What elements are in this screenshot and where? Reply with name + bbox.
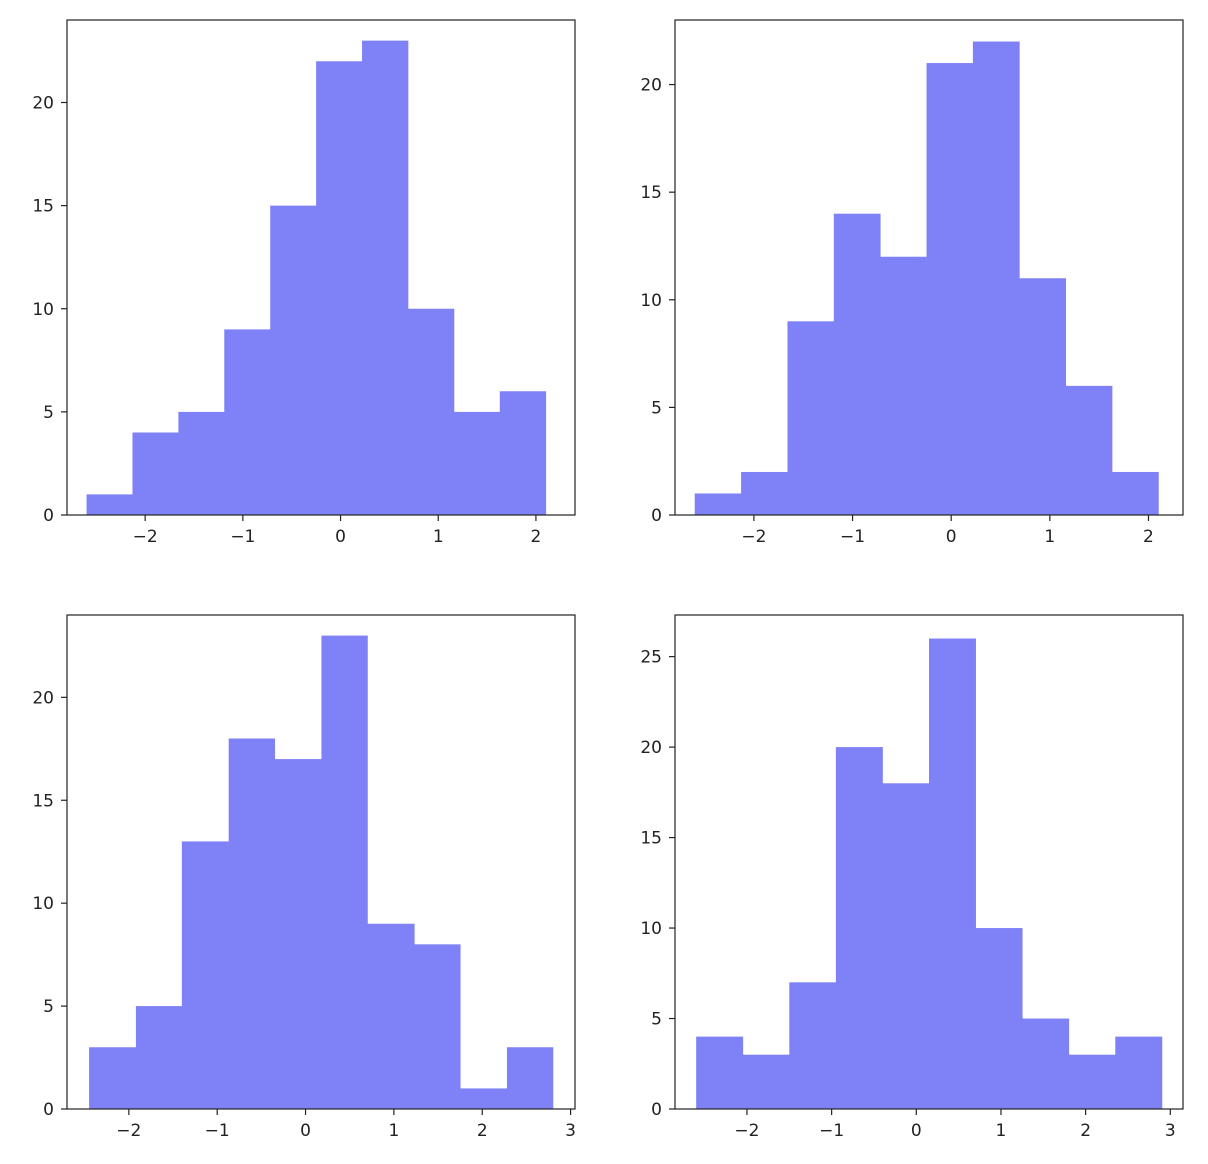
y-tick-label: 15 [32,197,54,217]
y-tick-label: 0 [43,506,54,526]
y-tick-label: 0 [651,506,662,526]
histogram-bar [1019,278,1067,515]
x-tick-label: 2 [531,527,542,547]
x-tick-label: 3 [565,1121,576,1141]
x-tick-label: 2 [1143,527,1154,547]
x-tick-label: 1 [433,527,444,547]
histogram-bar [1111,471,1159,515]
histogram-bar [787,321,835,515]
y-tick-label: 10 [32,300,54,320]
y-tick-label: 15 [640,183,662,203]
histogram-bar [506,1047,554,1109]
histogram-bar [132,432,179,515]
histogram-bar [499,391,547,515]
x-tick-label: 3 [1165,1121,1176,1141]
y-tick-label: 20 [640,76,662,96]
histogram-panel-3: −2 −1 0 1 2 3 0 5 10 15 20 [32,614,576,1141]
histogram-bar [880,256,927,515]
x-tick-label: −2 [734,1121,759,1141]
histogram-bar [741,471,788,515]
histogram-bar [460,1088,508,1109]
histogram-bar [270,205,317,516]
x-tick-label: −1 [819,1121,844,1141]
histogram-bar [882,783,930,1109]
histogram-bar [362,40,409,516]
x-tick-label: −1 [205,1121,230,1141]
x-tick-label: 1 [1044,527,1055,547]
histogram-bar [742,1054,790,1109]
y-tick-label: 5 [651,1010,662,1030]
histogram-bar [926,63,974,515]
histogram-bar [407,308,455,515]
histogram-bar [274,759,322,1109]
x-tick-label: −1 [840,527,865,547]
y-tick-label: 5 [43,997,54,1017]
y-tick-label: 5 [651,398,662,418]
histogram-bar [453,411,501,516]
y-tick-label: 25 [640,648,662,668]
x-tick-label: 0 [335,527,346,547]
histogram-bar [228,738,276,1109]
histogram-bar [696,1036,744,1109]
histogram-bar [178,411,225,516]
histogram-bar [321,635,368,1109]
histogram-bar [316,61,363,515]
histogram-bar [1065,385,1113,515]
y-tick-label: 15 [640,829,662,849]
histogram-bar [367,923,415,1109]
x-tick-label: 1 [388,1121,399,1141]
x-tick-label: 1 [996,1121,1007,1141]
histogram-bar [789,982,837,1109]
histogram-bar [694,493,742,515]
y-tick-label: 10 [32,894,54,914]
x-tick-label: −2 [133,527,158,547]
x-tick-label: −1 [230,527,255,547]
histogram-bar [972,41,1020,516]
histogram-bar [833,213,881,515]
axes-frame [66,19,576,516]
y-tick-label: 20 [640,738,662,758]
histogram-bar [1115,1036,1163,1109]
y-tick-label: 10 [640,919,662,939]
y-tick-label: 20 [32,688,54,708]
axes-frame [674,614,1184,1110]
y-tick-label: 20 [32,94,54,114]
axes-frame [66,614,576,1110]
x-tick-label: 2 [477,1121,488,1141]
x-tick-label: 0 [946,527,957,547]
histogram-panel-4: −2 −1 0 1 2 3 0 5 10 15 20 25 [640,614,1184,1141]
y-tick-label: 5 [43,403,54,423]
histogram-bar [135,1006,183,1109]
histogram-bar [89,1047,137,1109]
x-tick-label: 0 [300,1121,311,1141]
x-tick-label: −2 [741,527,766,547]
x-tick-label: −2 [116,1121,141,1141]
histogram-bar [835,747,883,1109]
y-tick-label: 0 [651,1100,662,1120]
y-tick-label: 10 [640,291,662,311]
histogram-bar [86,494,133,516]
histogram-bar [414,944,461,1109]
histogram-bar [181,841,230,1109]
x-tick-label: 2 [1080,1121,1091,1141]
histogram-bar [1068,1054,1116,1109]
y-tick-label: 15 [32,791,54,811]
axes-frame [674,19,1184,516]
histogram-bar [1022,1018,1070,1109]
histogram-bar [929,638,976,1109]
histogram-bar [975,928,1023,1109]
histogram-bar [224,329,271,516]
y-tick-label: 0 [43,1100,54,1120]
x-tick-label: 0 [911,1121,922,1141]
